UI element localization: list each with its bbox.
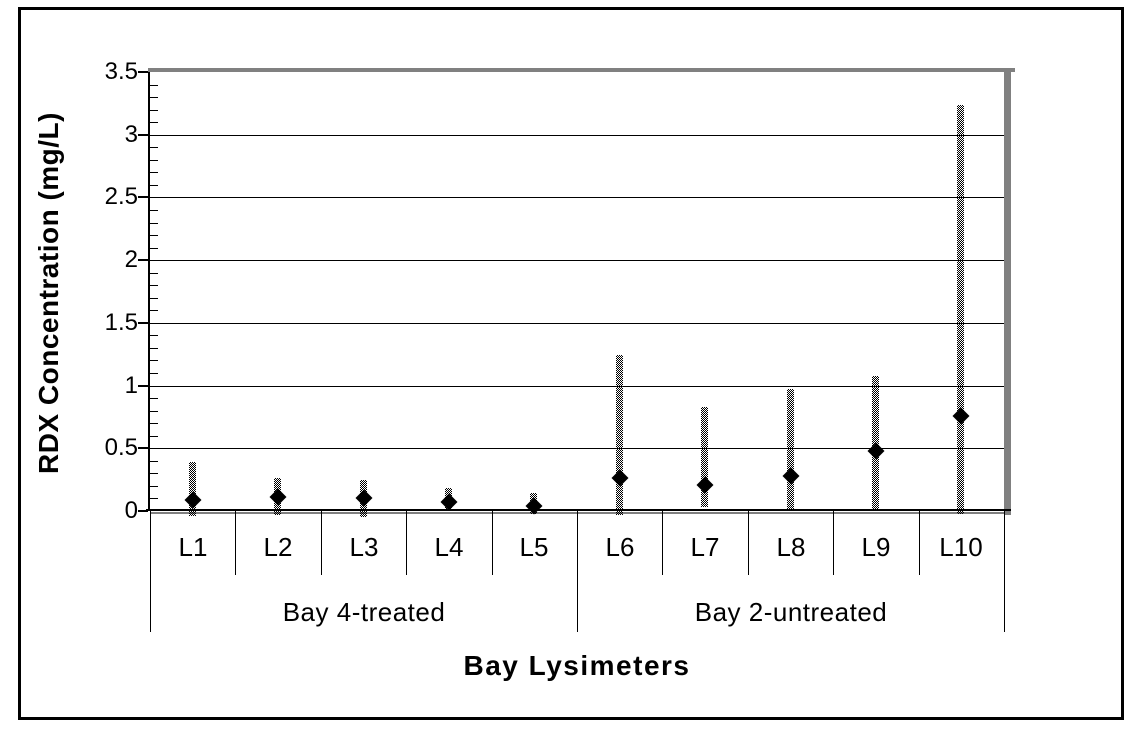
x-axis-title: Bay Lysimeters — [463, 650, 691, 681]
y-tick-label: 1.5 — [104, 309, 138, 336]
category-label: L6 — [605, 532, 635, 562]
y-major-tick — [138, 385, 148, 387]
x-axis-line — [146, 509, 1011, 511]
plot-border-right — [1004, 68, 1011, 515]
y-minor-tick — [150, 172, 158, 173]
y-minor-tick — [150, 486, 158, 487]
category-label: L2 — [263, 532, 293, 562]
gridline — [150, 448, 1004, 449]
y-axis-line — [148, 72, 150, 511]
y-major-tick — [138, 259, 148, 261]
group-label: Bay 2-untreated — [694, 597, 888, 627]
y-minor-tick — [150, 310, 158, 311]
y-minor-tick — [150, 473, 158, 474]
category-separator — [321, 511, 322, 575]
category-label: L7 — [690, 532, 720, 562]
y-minor-tick — [150, 110, 158, 111]
y-tick-label: 2.5 — [104, 183, 138, 210]
plot-border-bottom — [150, 512, 1011, 514]
range-bar — [189, 462, 196, 516]
y-minor-tick — [150, 498, 158, 499]
y-minor-tick — [150, 122, 158, 123]
y-tick-label: 3 — [124, 121, 138, 148]
y-minor-tick — [150, 423, 158, 424]
range-bar — [701, 407, 708, 507]
y-tick-label: 1 — [124, 372, 138, 399]
y-tick-label: 0 — [124, 497, 138, 524]
category-separator — [833, 511, 834, 575]
y-minor-tick — [150, 373, 158, 374]
y-major-tick — [138, 196, 148, 198]
y-major-tick — [138, 322, 148, 324]
category-separator — [235, 511, 236, 575]
gridline — [150, 323, 1004, 324]
group-label: Bay 4-treated — [282, 597, 446, 627]
plot-border-top — [148, 68, 1015, 72]
y-major-tick — [138, 447, 148, 449]
y-major-tick — [138, 510, 148, 512]
y-minor-tick — [150, 436, 158, 437]
y-minor-tick — [150, 85, 158, 86]
category-label: L10 — [939, 532, 983, 562]
y-tick-label: 3.5 — [104, 58, 138, 85]
y-minor-tick — [150, 235, 158, 236]
category-separator — [919, 511, 920, 575]
y-tick-label: 0.5 — [104, 434, 138, 461]
gridline — [150, 260, 1004, 261]
gridline — [150, 135, 1004, 136]
y-minor-tick — [150, 298, 158, 299]
y-minor-tick — [150, 147, 158, 148]
category-separator — [662, 511, 663, 575]
group-separator — [577, 511, 578, 632]
category-label: L9 — [861, 532, 891, 562]
y-minor-tick — [150, 97, 158, 98]
y-minor-tick — [150, 348, 158, 349]
y-minor-tick — [150, 248, 158, 249]
y-minor-tick — [150, 223, 158, 224]
range-bar — [616, 355, 623, 515]
y-minor-tick — [150, 335, 158, 336]
y-minor-tick — [150, 398, 158, 399]
y-tick-label: 2 — [124, 246, 138, 273]
category-label: L4 — [434, 532, 464, 562]
y-minor-tick — [150, 160, 158, 161]
range-bar — [957, 105, 964, 514]
category-separator — [406, 511, 407, 575]
category-label: L5 — [519, 532, 549, 562]
category-label: L8 — [776, 532, 806, 562]
gridline — [150, 386, 1004, 387]
category-label: L3 — [349, 532, 379, 562]
y-major-tick — [138, 134, 148, 136]
group-separator — [1004, 511, 1005, 632]
figure-border — [18, 7, 1124, 720]
y-minor-tick — [150, 360, 158, 361]
y-major-tick — [138, 71, 148, 73]
gridline — [150, 197, 1004, 198]
group-separator — [150, 511, 151, 632]
range-bar — [787, 389, 794, 511]
y-minor-tick — [150, 461, 158, 462]
y-minor-tick — [150, 210, 158, 211]
category-separator — [748, 511, 749, 575]
y-minor-tick — [150, 411, 158, 412]
category-label: L1 — [178, 532, 208, 562]
y-axis-title: RDX Concentration (mg/L) — [33, 112, 64, 474]
y-minor-tick — [150, 273, 158, 274]
category-separator — [492, 511, 493, 575]
y-minor-tick — [150, 185, 158, 186]
y-minor-tick — [150, 285, 158, 286]
